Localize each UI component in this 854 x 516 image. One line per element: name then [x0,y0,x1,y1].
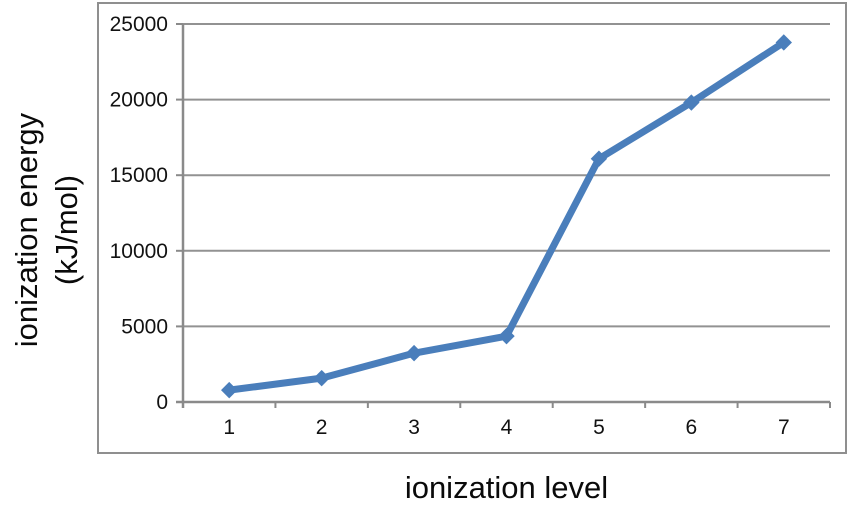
x-tick-label: 2 [316,416,328,439]
x-axis-title: ionization level [404,470,609,505]
y-tick-label: 25000 [110,13,168,36]
x-tick-label: 7 [778,416,790,439]
x-tick-label: 1 [223,416,235,439]
y-tick-label: 0 [156,391,168,414]
data-point-marker-4 [498,327,515,345]
chart-frame [97,2,847,454]
y-tick-label: 10000 [110,240,168,263]
data-point-marker-3 [405,344,423,362]
data-point-marker-1 [221,381,238,399]
data-point-marker-5 [590,150,608,167]
y-tick-label: 20000 [110,89,168,112]
y-tick-label: 15000 [110,164,168,187]
x-tick-label: 6 [686,416,698,439]
data-point-marker-6 [683,94,700,111]
x-tick-label: 5 [593,416,605,439]
x-tick-label: 3 [408,416,420,439]
y-tick-label: 5000 [121,315,168,338]
data-point-marker-7 [775,34,792,51]
data-point-marker-2 [313,369,330,387]
x-tick-label: 4 [501,416,513,439]
